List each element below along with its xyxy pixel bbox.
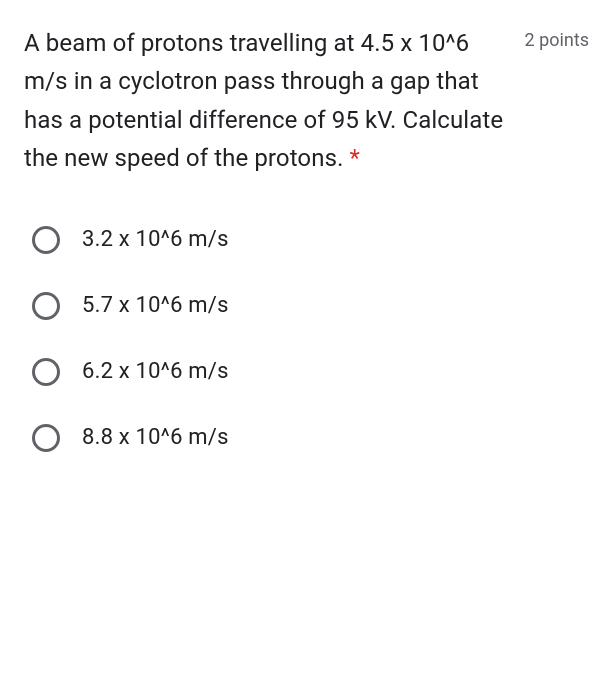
- option-label: 6.2 x 10^6 m/s: [82, 359, 229, 384]
- radio-icon[interactable]: [32, 226, 60, 254]
- option-label: 3.2 x 10^6 m/s: [82, 227, 229, 252]
- question-text-block: A beam of protons travelling at 4.5 x 10…: [24, 24, 509, 178]
- option-row[interactable]: 5.7 x 10^6 m/s: [32, 292, 589, 320]
- options-container: 3.2 x 10^6 m/s 5.7 x 10^6 m/s 6.2 x 10^6…: [24, 226, 589, 452]
- radio-icon[interactable]: [32, 424, 60, 452]
- option-row[interactable]: 6.2 x 10^6 m/s: [32, 358, 589, 386]
- radio-icon[interactable]: [32, 292, 60, 320]
- question-header: A beam of protons travelling at 4.5 x 10…: [24, 24, 589, 178]
- option-label: 5.7 x 10^6 m/s: [82, 293, 229, 318]
- points-label: 2 points: [525, 24, 589, 51]
- option-row[interactable]: 3.2 x 10^6 m/s: [32, 226, 589, 254]
- required-asterisk: *: [350, 144, 360, 172]
- option-label: 8.8 x 10^6 m/s: [82, 425, 229, 450]
- option-row[interactable]: 8.8 x 10^6 m/s: [32, 424, 589, 452]
- radio-icon[interactable]: [32, 358, 60, 386]
- question-prompt: A beam of protons travelling at 4.5 x 10…: [24, 29, 503, 172]
